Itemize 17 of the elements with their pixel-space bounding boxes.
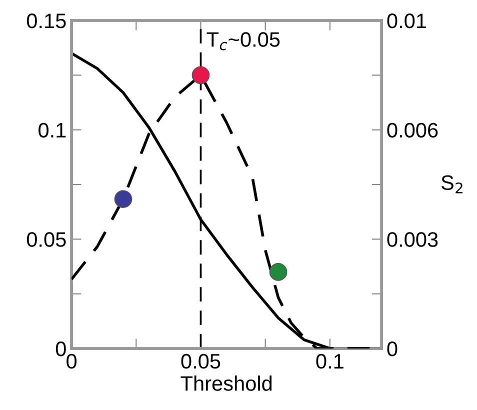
y2-axis-title: S$_{2}$ <box>441 175 462 194</box>
ref-line-label: T$_{c}$~0.05 <box>206 32 280 50</box>
x-tick-label: 0.05 <box>181 354 220 369</box>
x-tick-label: 0 <box>66 354 77 369</box>
x-axis-title: Threshold <box>180 376 272 391</box>
y2-tick-label: 0.01 <box>387 14 426 28</box>
x-tick-label: 0.1 <box>316 354 344 369</box>
y-tick-label: 0.15 <box>26 14 66 28</box>
y2-tick-label: 0.006 <box>387 122 438 138</box>
y-tick-label: 0.05 <box>26 232 66 247</box>
y-tick-label: 0 <box>56 342 66 356</box>
point <box>114 190 132 208</box>
point <box>269 263 288 281</box>
y2-tick-label: 0.003 <box>387 232 438 247</box>
y2-tick-label: 0 <box>387 342 398 356</box>
point <box>192 66 210 84</box>
y-tick-label: 0.1 <box>38 122 66 138</box>
